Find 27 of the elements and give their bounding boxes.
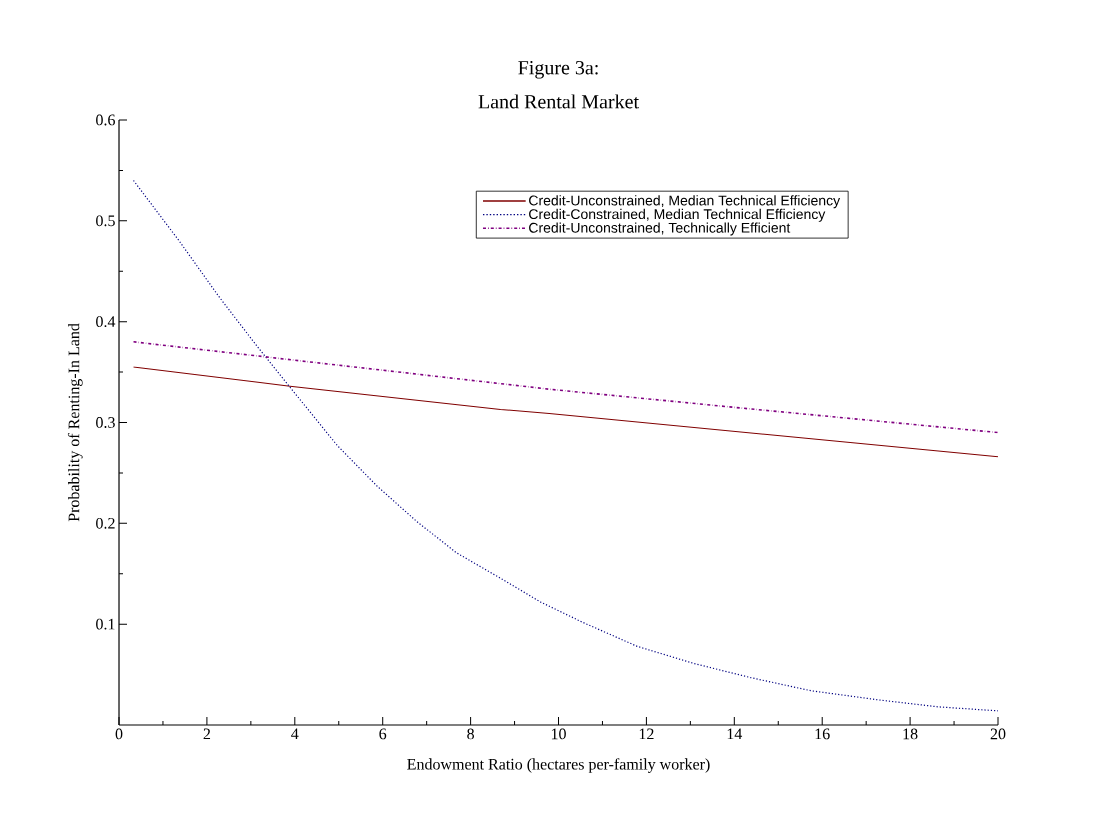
x-axis-title: Endowment Ratio (hectares per-family worker) [407,758,710,773]
y-axis-title: Probability of Renting-In Land [67,323,83,522]
line-series [132,341,999,434]
legend-label: Credit-Constrained, Median Technical Efficiency [529,208,826,222]
line-series [133,366,999,458]
chart-title: Figure 3a: [518,61,598,79]
y-tick-label: 0.6 [96,114,115,126]
y-tick-label: 0.4 [96,316,116,328]
y-tick-label: 0.3 [96,417,115,428]
x-tick-label: 8 [467,728,474,740]
y-tick-label: 0.5 [96,215,115,227]
y-tick-label: 0.1 [96,618,115,630]
chart-subtitle: Land Rental Market [478,94,639,109]
x-tick-label: 0 [115,728,123,740]
x-tick-label: 18 [903,728,918,740]
line-series [132,179,999,712]
legend-label: Credit-Unconstrained, Technically Efficient [529,222,791,236]
x-tick-label: 14 [727,728,743,740]
x-tick-label: 20 [990,728,1006,740]
x-tick-label: 6 [379,728,387,740]
x-tick-label: 4 [291,728,299,740]
x-tick-label: 12 [639,728,654,740]
x-tick-label: 2 [203,728,211,740]
y-tick-label: 0.2 [96,517,115,529]
x-tick-label: 16 [815,728,830,740]
x-tick-label: 10 [551,728,566,740]
legend-label: Credit-Unconstrained, Median Technical Efficiency [529,195,841,209]
